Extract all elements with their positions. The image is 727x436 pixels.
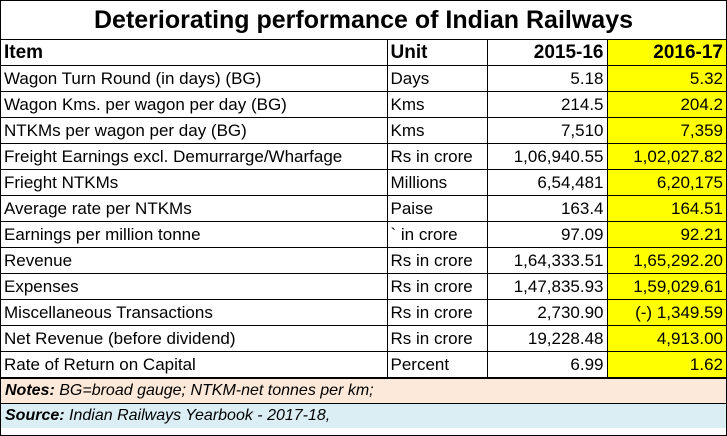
row-value-2015-16: 214.5 <box>486 91 608 118</box>
row-unit: Kms <box>386 91 488 118</box>
table-row: Wagon Turn Round (in days) (BG) Days 5.18 5… <box>1 65 726 92</box>
row-value-2015-16: 163.4 <box>486 195 608 222</box>
row-unit: Rs in crore <box>386 247 488 274</box>
table-row: NTKMs per wagon per day (BG) Kms 7,510 7,35… <box>1 117 726 144</box>
row-value-2015-16: 6,54,481 <box>486 169 608 196</box>
table-row: Expenses Rs in crore 1,47,835.93 1,59,029.6… <box>1 273 726 300</box>
row-value-2016-17: 4,913.00 <box>606 325 726 352</box>
row-value-2015-16: 19,228.48 <box>486 325 608 352</box>
row-item: Miscellaneous Transactions <box>1 299 388 326</box>
header-unit: Unit <box>386 40 488 66</box>
row-unit: Rs in crore <box>386 273 488 300</box>
row-item: Revenue <box>1 247 388 274</box>
row-unit: Millions <box>386 169 488 196</box>
row-value-2015-16: 7,510 <box>486 117 608 144</box>
table-row: Freight Earnings excl. Demurrarge/Wharfa… <box>1 143 726 170</box>
row-value-2015-16: 1,47,835.93 <box>486 273 608 300</box>
performance-table: Item Unit 2015-16 2016-17 Wagon Turn Rou… <box>1 40 726 378</box>
table-row: Earnings per million tonne ` in crore 97.0… <box>1 221 726 248</box>
row-item: Rate of Return on Capital <box>1 351 388 378</box>
row-value-2016-17: (-) 1,349.59 <box>606 299 726 326</box>
row-unit: ` in crore <box>386 221 488 248</box>
notes-text: BG=broad gauge; NTKM-net tonnes per km; <box>59 382 374 399</box>
header-row: Item Unit 2015-16 2016-17 <box>1 40 726 66</box>
table-row: Average rate per NTKMs Paise 163.4 164.51 <box>1 195 726 222</box>
row-value-2015-16: 6.99 <box>486 351 608 378</box>
row-item: Average rate per NTKMs <box>1 195 388 222</box>
row-unit: Rs in crore <box>386 299 488 326</box>
notes-row: Notes: BG=broad gauge; NTKM-net tonnes p… <box>1 378 726 403</box>
row-value-2016-17: 92.21 <box>606 221 726 248</box>
row-value-2015-16: 97.09 <box>486 221 608 248</box>
row-unit: Rs in crore <box>386 143 488 170</box>
row-item: Wagon Turn Round (in days) (BG) <box>1 65 388 92</box>
source-text: Indian Railways Yearbook - 2017-18, <box>69 407 331 424</box>
row-value-2016-17: 164.51 <box>606 195 726 222</box>
row-item: Net Revenue (before dividend) <box>1 325 388 352</box>
row-value-2016-17: 5.32 <box>606 65 726 92</box>
row-item: Expenses <box>1 273 388 300</box>
row-value-2016-17: 7,359 <box>606 117 726 144</box>
table-row: Revenue Rs in crore 1,64,333.51 1,65,292.20 <box>1 247 726 274</box>
row-value-2016-17: 6,20,175 <box>606 169 726 196</box>
table-row: Frieght NTKMs Millions 6,54,481 6,20,175 <box>1 169 726 196</box>
row-item: Wagon Kms. per wagon per day (BG) <box>1 91 388 118</box>
notes-label: Notes: <box>5 382 55 399</box>
source-row: Source: Indian Railways Yearbook - 2017-… <box>1 403 726 428</box>
row-value-2016-17: 204.2 <box>606 91 726 118</box>
table-row: Net Revenue (before dividend) Rs in crore… <box>1 325 726 352</box>
header-2015-16: 2015-16 <box>486 40 608 66</box>
row-value-2015-16: 5.18 <box>486 65 608 92</box>
row-unit: Rs in crore <box>386 325 488 352</box>
row-item: NTKMs per wagon per day (BG) <box>1 117 388 144</box>
row-value-2015-16: 1,06,940.55 <box>486 143 608 170</box>
table-row: Miscellaneous Transactions Rs in crore 2,7… <box>1 299 726 326</box>
row-item: Freight Earnings excl. Demurrarge/Wharfa… <box>1 143 388 170</box>
row-item: Earnings per million tonne <box>1 221 388 248</box>
row-value-2015-16: 1,64,333.51 <box>486 247 608 274</box>
table-title: Deteriorating performance of Indian Rail… <box>1 1 726 40</box>
table-row: Wagon Kms. per wagon per day (BG) Kms 214.… <box>1 91 726 118</box>
row-unit: Days <box>386 65 488 92</box>
row-value-2015-16: 2,730.90 <box>486 299 608 326</box>
row-unit: Percent <box>386 351 488 378</box>
row-value-2016-17: 1,59,029.61 <box>606 273 726 300</box>
row-unit: Paise <box>386 195 488 222</box>
row-value-2016-17: 1.62 <box>606 351 726 378</box>
header-item: Item <box>1 40 388 66</box>
header-2016-17: 2016-17 <box>606 40 726 66</box>
row-value-2016-17: 1,65,292.20 <box>606 247 726 274</box>
row-unit: Kms <box>386 117 488 144</box>
table-row: Rate of Return on Capital Percent 6.99 1.62 <box>1 351 726 378</box>
row-value-2016-17: 1,02,027.82 <box>606 143 726 170</box>
row-item: Frieght NTKMs <box>1 169 388 196</box>
source-label: Source: <box>5 407 65 424</box>
